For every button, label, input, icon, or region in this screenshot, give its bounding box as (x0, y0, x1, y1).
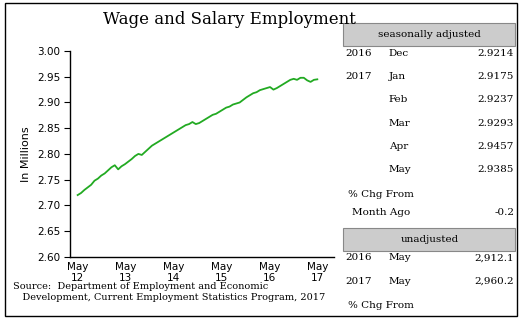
Text: % Chg From: % Chg From (348, 190, 414, 199)
Text: May: May (389, 165, 411, 174)
Text: 2,960.2: 2,960.2 (474, 277, 514, 286)
Text: Dec: Dec (389, 49, 409, 58)
Text: Feb: Feb (389, 95, 408, 104)
Text: seasonally adjusted: seasonally adjusted (378, 30, 481, 39)
Text: 2,912.1: 2,912.1 (474, 253, 514, 262)
Text: Month Ago: Month Ago (352, 208, 410, 217)
Text: 2.9175: 2.9175 (478, 72, 514, 81)
Text: May: May (389, 253, 411, 262)
Text: -0.2: -0.2 (494, 208, 514, 217)
Text: 2016: 2016 (346, 253, 372, 262)
Text: 2016: 2016 (346, 49, 372, 58)
Text: 2.9457: 2.9457 (478, 142, 514, 151)
Y-axis label: In Millions: In Millions (21, 126, 31, 182)
Text: unadjusted: unadjusted (400, 235, 458, 244)
Text: 2017: 2017 (346, 72, 372, 81)
Text: 2.9385: 2.9385 (478, 165, 514, 174)
Text: 2.9214: 2.9214 (478, 49, 514, 58)
Text: May: May (389, 277, 411, 286)
Text: Apr: Apr (389, 142, 408, 151)
Text: 2017: 2017 (346, 277, 372, 286)
Text: 2.9293: 2.9293 (478, 119, 514, 128)
Text: Jan: Jan (389, 72, 406, 81)
Text: 2.9237: 2.9237 (478, 95, 514, 104)
Text: % Chg From: % Chg From (348, 301, 414, 310)
Text: Mar: Mar (389, 119, 411, 128)
Text: Wage and Salary Employment: Wage and Salary Employment (103, 11, 356, 28)
Text: Source:  Department of Employment and Economic
   Development, Current Employmen: Source: Department of Employment and Eco… (13, 282, 325, 302)
